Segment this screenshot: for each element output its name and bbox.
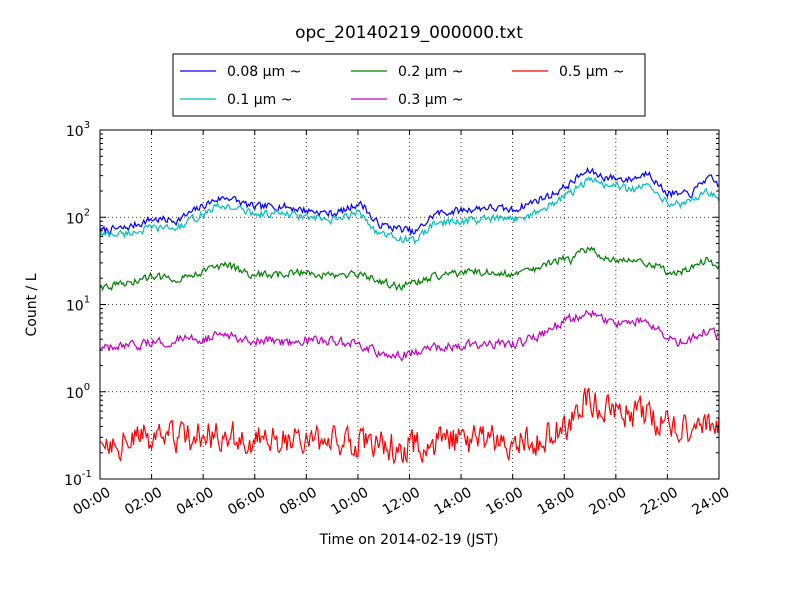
series-line-4 <box>99 387 720 465</box>
series-line-0 <box>99 166 720 237</box>
legend: 0.08 μm ~ 0.1 μm ~ 0.2 μm ~ 0.3 μm ~ 0.5 μm … <box>172 53 646 117</box>
x-axis-label: Time on 2014-02-19 (JST) <box>319 532 499 548</box>
legend-box <box>172 53 646 117</box>
legend-label-1: 0.1 μm ~ <box>227 92 292 108</box>
series-lines <box>99 166 720 465</box>
axis-ticks <box>99 129 720 480</box>
chart-title: opc_20140219_000000.txt <box>295 23 523 43</box>
y-axis-label: Count / L <box>24 273 40 336</box>
legend-label-4: 0.5 μm ~ <box>559 64 624 80</box>
legend-label-0: 0.08 μm ~ <box>227 64 301 80</box>
series-line-2 <box>99 246 720 292</box>
series-line-3 <box>99 309 720 362</box>
legend-label-2: 0.2 μm ~ <box>398 64 463 80</box>
series-line-1 <box>99 175 720 245</box>
legend-label-3: 0.3 μm ~ <box>398 92 463 108</box>
